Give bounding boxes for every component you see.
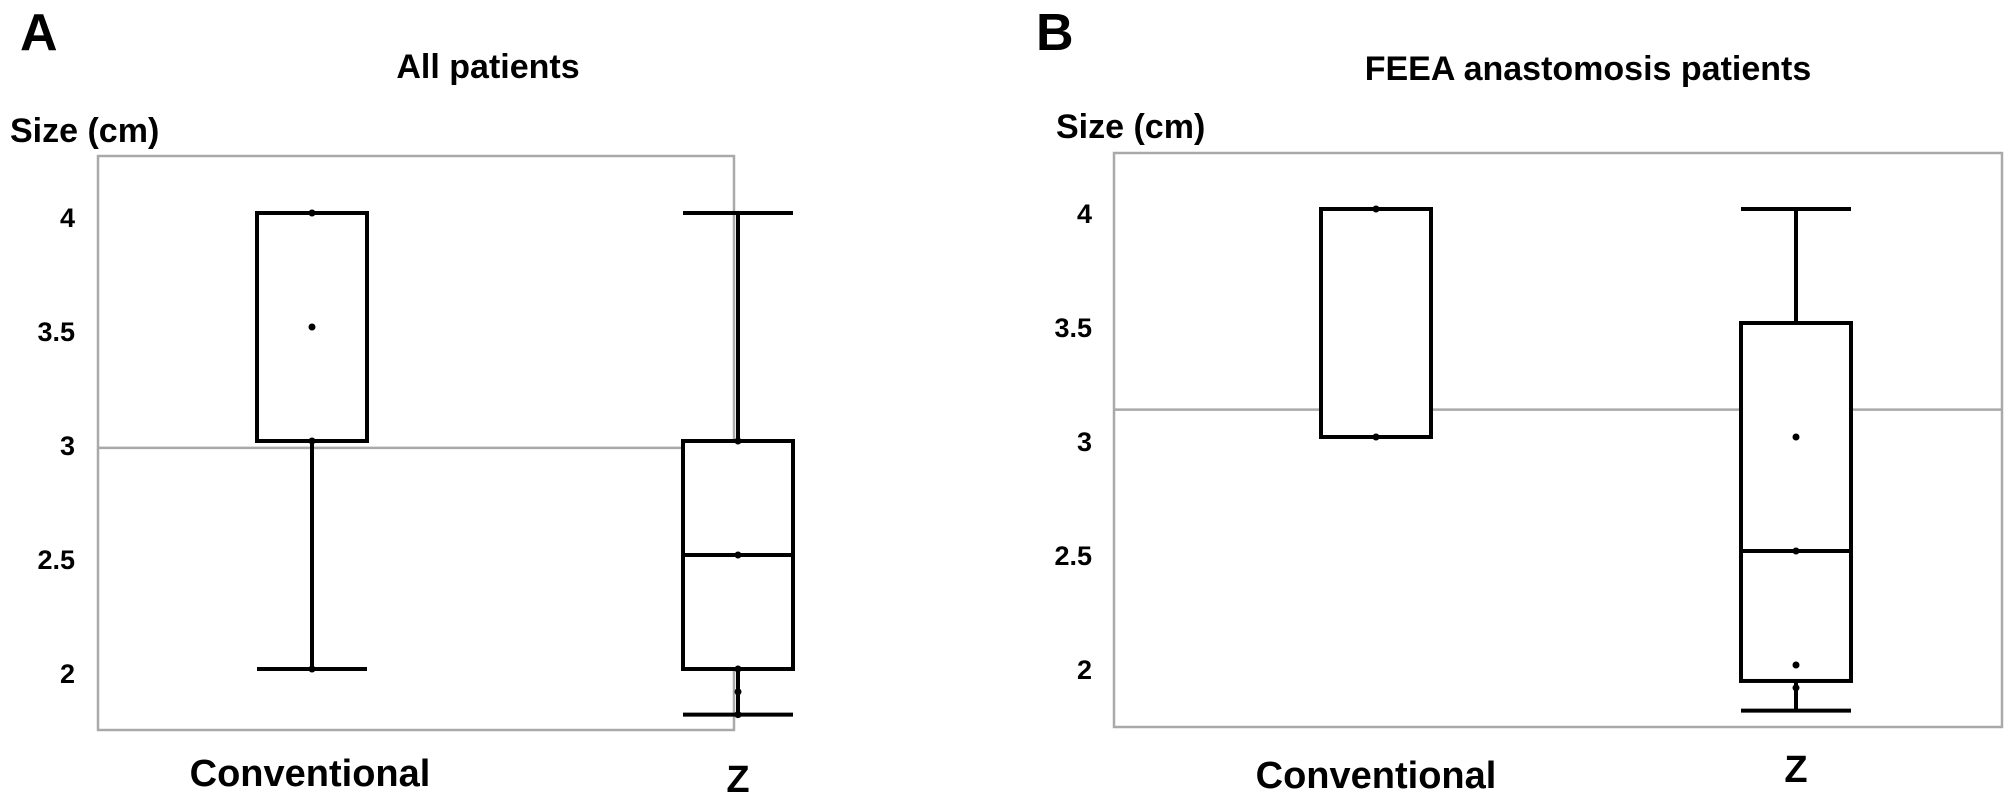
panel-a-y-tick-label: 3.5 [37, 317, 75, 347]
panel-a-z-data-point [734, 688, 742, 696]
panel-b: B FEEA anastomosis patients Size (cm) 2 … [1036, 4, 2004, 797]
panel-a-z-data-point [734, 551, 742, 559]
panel-a-conventional-data-point [308, 437, 316, 445]
panel-b-category-label: Conventional [1256, 755, 1497, 797]
panel-a-y-axis-label: Size (cm) [10, 112, 159, 150]
panel-b-z-data-point [1792, 661, 1800, 669]
panel-b-y-tick-label: 3.5 [1054, 313, 1092, 343]
panel-b-title: FEEA anastomosis patients [1365, 50, 1812, 88]
panel-b-conventional-data-point [1372, 205, 1380, 213]
panel-a-z-data-point [734, 665, 742, 673]
panel-a-category-label: Conventional [190, 753, 431, 795]
panel-b-letter: B [1036, 4, 1074, 62]
panel-b-z-data-point [1792, 433, 1800, 441]
panel-a: A All patients Size (cm) 2 2.5 3 3.5 4 C… [10, 4, 795, 801]
panel-a-y-tick-label: 4 [60, 203, 75, 233]
panel-b-z-box [1739, 321, 1853, 683]
panel-a-category-label: Z [726, 759, 749, 801]
panel-a-z-data-point [734, 711, 742, 719]
panel-b-plot-area [1114, 205, 2002, 713]
panel-b-y-tick-label: 4 [1077, 199, 1092, 229]
panel-a-letter: A [20, 4, 58, 62]
panel-a-y-tick-label: 2.5 [37, 545, 75, 575]
panel-a-conventional-data-point [308, 323, 316, 331]
panel-a-y-tick-label: 2 [60, 659, 75, 689]
panel-b-plot-frame [1112, 151, 2004, 729]
panel-b-category-label: Z [1784, 749, 1807, 791]
panel-b-conventional-box [1319, 207, 1433, 439]
panel-a-conventional-data-point [308, 209, 316, 217]
panel-a-plot-area [98, 209, 795, 719]
panel-b-y-tick-label: 2 [1077, 655, 1092, 685]
panel-b-conventional-data-point [1372, 433, 1380, 441]
panel-b-z-data-point [1792, 684, 1800, 692]
panel-a-conventional-data-point [308, 665, 316, 673]
panel-b-y-tick-label: 3 [1077, 427, 1092, 457]
panel-b-y-tick-label: 2.5 [1054, 541, 1092, 571]
panel-a-z-data-point [734, 437, 742, 445]
panel-a-y-tick-label: 3 [60, 431, 75, 461]
panel-a-plot-frame [96, 154, 736, 732]
panel-b-y-axis-label: Size (cm) [1056, 108, 1205, 146]
panel-b-z-data-point [1792, 547, 1800, 555]
panel-a-title: All patients [396, 48, 579, 86]
